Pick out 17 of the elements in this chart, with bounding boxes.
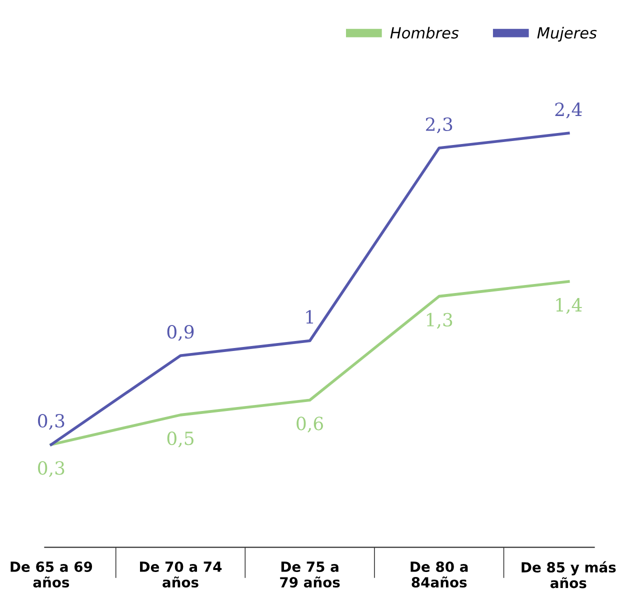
data-label: 1	[306, 310, 313, 324]
x-tick-label: De 80 a 84años	[410, 561, 468, 588]
data-label: 0,9	[167, 324, 194, 341]
data-label: 1,3	[426, 312, 452, 329]
legend-label: Mujeres	[537, 26, 597, 42]
data-label: 2,4	[555, 102, 582, 118]
data-label: 1,4	[556, 298, 582, 314]
data-label: 2,3	[426, 117, 452, 134]
x-tick-label: De 75 a 79 años	[280, 562, 340, 588]
x-tick-label: De 65 a 69 años	[10, 561, 92, 588]
data-label: 0,3	[38, 461, 64, 478]
x-tick-label: De 85 y más años	[522, 561, 616, 588]
x-tick-label: De 70 a 74 años	[140, 561, 222, 588]
legend-label: Hombres	[390, 26, 459, 39]
data-label: 0,6	[296, 416, 324, 433]
data-label: 0,5	[167, 432, 194, 448]
data-label: 0,3	[38, 414, 64, 430]
